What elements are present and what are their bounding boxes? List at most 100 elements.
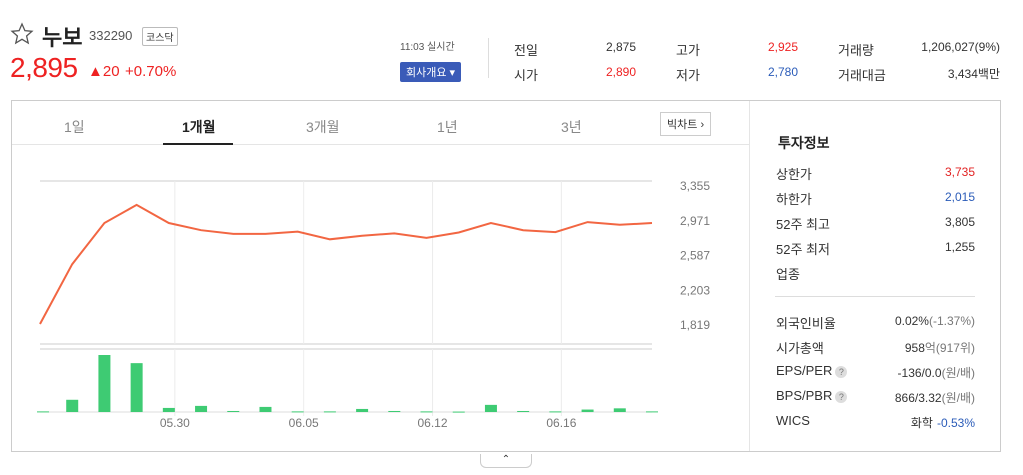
stock-name: 누보 [42, 25, 83, 50]
tab-1month[interactable]: 1개월 [182, 119, 216, 135]
info-value-sub: (-1.37%) [928, 314, 975, 328]
info-value-main: 958 [904, 341, 925, 355]
info-label: 상한가 [776, 167, 812, 182]
company-overview-button[interactable]: 회사개요 ▾ [400, 62, 462, 82]
tab-3year[interactable]: 3년 [561, 119, 582, 135]
info-label: EPS/PER? [776, 363, 848, 378]
stock-code: 332290 [89, 28, 133, 43]
info-value-sub: -0.53% [936, 416, 975, 430]
price-tick-label: 2,971 [680, 214, 710, 228]
quote-value-high: 2,925 [767, 40, 798, 54]
investment-title: 투자정보 [778, 135, 830, 151]
volume-bar [259, 406, 272, 412]
quote-label-open: 시가 [514, 68, 538, 83]
volume-bar [613, 408, 626, 412]
date-tick-label: 05.30 [160, 416, 190, 430]
volume-bar [323, 411, 336, 413]
volume-bar [581, 409, 594, 412]
info-value: -136/0.0(원/배) [898, 364, 975, 381]
volume-bar [66, 399, 79, 412]
current-price: 2,895 [10, 52, 78, 83]
volume-bar [130, 363, 143, 412]
info-value-main: 866/3.32 [894, 391, 942, 405]
star-icon[interactable] [10, 22, 34, 46]
volume-bar [356, 408, 369, 412]
tab-1year[interactable]: 1년 [437, 119, 458, 135]
info-value: 3,735 [944, 165, 975, 179]
quote-value-low: 2,780 [767, 65, 798, 79]
volume-bar [37, 411, 49, 413]
info-value: 1,255 [944, 240, 975, 254]
period-tabs [12, 101, 749, 145]
price-change-pct: +0.70% [125, 63, 177, 80]
volume-bar [452, 411, 465, 413]
info-label: 시가총액 [776, 341, 824, 356]
volume-bar [549, 411, 562, 413]
price-tick-label: 1,819 [680, 318, 710, 332]
bigchart-label: 빅차트 [667, 119, 698, 131]
date-tick-label: 06.05 [289, 416, 319, 430]
quote-value-prev: 2,875 [605, 40, 636, 54]
info-divider [775, 296, 975, 297]
volume-bar [420, 411, 433, 413]
realtime-label: 11:03 실시간 [400, 42, 455, 53]
chevron-right-icon: › [700, 119, 705, 131]
volume-bar [98, 355, 111, 412]
price-line [39, 203, 653, 325]
bigchart-button[interactable]: 빅차트 › [660, 112, 712, 136]
info-value-sub: (원/배) [941, 391, 975, 405]
price-tick-label: 3,355 [680, 179, 710, 193]
active-tab-indicator [163, 143, 233, 145]
quote-label-amount: 거래대금 [838, 68, 886, 83]
quote-label-volume: 거래량 [838, 43, 874, 58]
collapse-button[interactable]: ⌃ [480, 454, 532, 468]
info-value: 2,015 [944, 190, 975, 204]
info-value-main: -136/0.0 [897, 366, 942, 380]
price-tick-label: 2,587 [680, 249, 710, 263]
quote-value-amount: 3,434백만 [947, 67, 1000, 81]
info-value-sub: (원/배) [941, 366, 975, 380]
info-value-main: 0.02% [894, 314, 929, 328]
volume-bar [484, 404, 497, 412]
price-tick-label: 2,203 [680, 283, 710, 297]
volume-bar [227, 410, 240, 412]
date-tick-label: 06.12 [418, 416, 448, 430]
date-tick-label: 06.16 [546, 416, 576, 430]
chevron-up-icon: ⌃ [501, 454, 511, 465]
volume-bar [646, 411, 658, 413]
info-value-main: 화학 [910, 416, 933, 430]
volume-bar [388, 410, 401, 412]
info-label: 하한가 [776, 192, 812, 207]
info-label: 52주 최저 [776, 242, 830, 257]
volume-bar [291, 411, 304, 413]
panel-divider [749, 101, 750, 451]
info-value: 958억(917위) [905, 339, 975, 356]
quote-label-prev: 전일 [514, 43, 538, 58]
info-label: 업종 [776, 267, 800, 282]
quote-label-low: 저가 [676, 68, 700, 83]
divider [488, 38, 489, 78]
volume-bar [195, 405, 208, 412]
price-chart: 05.30 06.05 06.12 06.16 3,355 2,971 2,587 2,203… [37, 179, 710, 430]
help-icon[interactable]: ? [835, 390, 848, 403]
info-label: WICS [776, 413, 810, 428]
chart-panel [11, 100, 1001, 452]
price-change: ▲20 [88, 63, 120, 80]
info-value: 866/3.32(원/배) [895, 389, 975, 406]
volume-bar [162, 407, 175, 412]
info-label: 외국인비율 [776, 316, 836, 331]
tab-3month[interactable]: 3개월 [306, 119, 340, 135]
info-label: BPS/PBR? [776, 388, 848, 403]
market-badge: 코스닥 [142, 27, 178, 46]
quote-value-volume: 1,206,027(9%) [921, 40, 1000, 54]
help-icon[interactable]: ? [835, 365, 848, 378]
quote-label-high: 고가 [676, 43, 700, 58]
info-value: 3,805 [944, 215, 975, 229]
info-value-sub: 억(917위) [924, 341, 975, 355]
volume-bar [517, 410, 530, 412]
info-value: 화학 -0.53% [911, 414, 975, 431]
quote-value-open: 2,890 [605, 65, 636, 79]
tab-1day[interactable]: 1일 [64, 119, 85, 135]
info-label: 52주 최고 [776, 217, 830, 232]
info-value: 0.02%(-1.37%) [895, 314, 975, 328]
